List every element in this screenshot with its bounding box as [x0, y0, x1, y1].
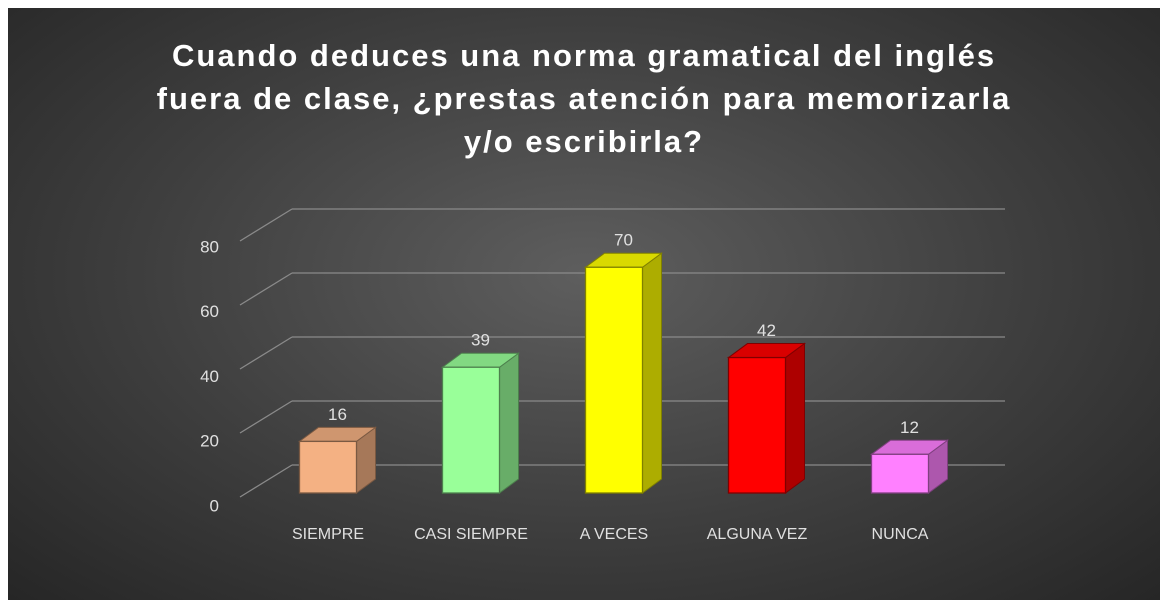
value-label: 39: [471, 331, 490, 350]
plot: 0 20 40 60 80 16 39 70 42 12: [200, 208, 1005, 515]
bar-side: [499, 352, 519, 494]
bar: [298, 440, 358, 494]
value-label: 12: [900, 418, 919, 437]
x-tick-label: ALGUNA VEZ: [706, 526, 808, 543]
bar-side: [642, 252, 662, 494]
bar: [441, 366, 501, 494]
chart: Cuando deduces una norma gramatical del …: [8, 8, 1160, 600]
chart-title: Cuando deduces una norma gramatical del …: [156, 38, 1012, 159]
bar: [584, 266, 644, 494]
y-tick-label: 20: [200, 432, 219, 451]
y-tick-label: 40: [200, 367, 219, 386]
bar: [727, 356, 787, 494]
value-label: 16: [328, 405, 347, 424]
grid-line-side: [239, 464, 293, 498]
y-tick-label: 80: [200, 237, 219, 256]
y-tick-label: 0: [210, 496, 219, 515]
y-tick-label: 60: [200, 302, 219, 321]
bar-side: [785, 342, 805, 494]
x-tick-label: NUNCA: [871, 526, 929, 543]
x-tick-label: CASI SIEMPRE: [414, 526, 528, 543]
grid-line-side: [239, 272, 293, 306]
value-label: 42: [757, 321, 776, 340]
x-tick-label: A VECES: [579, 526, 649, 543]
grid-line-side: [239, 336, 293, 370]
x-tick-label: SIEMPRE: [291, 526, 364, 543]
bar: [870, 453, 930, 494]
grid-line-side: [239, 400, 293, 434]
grid-line-side: [239, 208, 293, 242]
value-label: 70: [614, 231, 633, 250]
